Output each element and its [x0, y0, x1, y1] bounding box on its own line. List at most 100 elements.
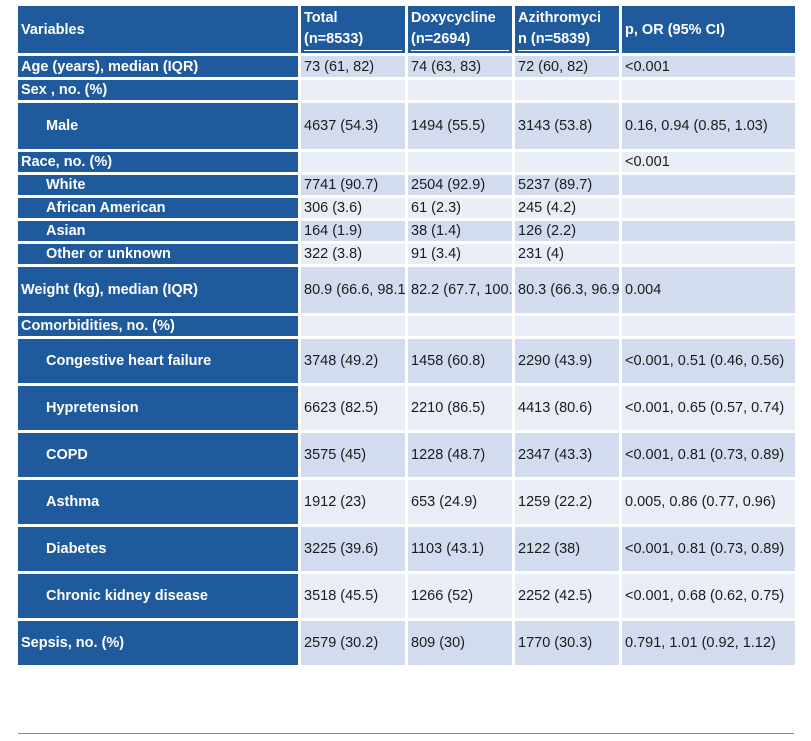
cell-azithromycin: 1259 (22.2): [515, 480, 619, 524]
table-row: Diabetes 3225 (39.6) 1103 (43.1) 2122 (3…: [18, 527, 795, 571]
header-azi-line1: Azithromyci: [518, 10, 601, 26]
table-row: Sepsis, no. (%) 2579 (30.2) 809 (30) 177…: [18, 621, 795, 665]
row-label: Weight (kg), median (IQR): [18, 267, 298, 313]
cell-total: 3748 (49.2): [301, 339, 405, 383]
cell-p-or: 0.005, 0.86 (0.77, 0.96): [622, 480, 795, 524]
table-row: Sex , no. (%): [18, 80, 795, 100]
row-label: Hypretension: [18, 386, 298, 430]
cell-azithromycin: 2290 (43.9): [515, 339, 619, 383]
cell-total: [301, 80, 405, 100]
table-row: Chronic kidney disease 3518 (45.5) 1266 …: [18, 574, 795, 618]
baseline-characteristics-table: Variables Total (n=8533) Doxycycline (n=…: [15, 3, 798, 668]
table-row: COPD 3575 (45) 1228 (48.7) 2347 (43.3) <…: [18, 433, 795, 477]
cell-doxycycline: 2504 (92.9): [408, 175, 512, 195]
cell-total: 322 (3.8): [301, 244, 405, 264]
cell-p-or: <0.001: [622, 56, 795, 77]
table-row: Congestive heart failure 3748 (49.2) 145…: [18, 339, 795, 383]
table-header-row: Variables Total (n=8533) Doxycycline (n=…: [18, 6, 795, 53]
header-azi-line2: n (n=5839): [518, 29, 616, 51]
cell-azithromycin: [515, 152, 619, 172]
row-label: Chronic kidney disease: [18, 574, 298, 618]
cell-p-or: 0.791, 1.01 (0.92, 1.12): [622, 621, 795, 665]
table-row: Male 4637 (54.3) 1494 (55.5) 3143 (53.8)…: [18, 103, 795, 149]
cell-doxycycline: 1494 (55.5): [408, 103, 512, 149]
cell-doxycycline: 1266 (52): [408, 574, 512, 618]
cell-azithromycin: 72 (60, 82): [515, 56, 619, 77]
header-total: Total (n=8533): [301, 6, 405, 53]
row-label: COPD: [18, 433, 298, 477]
cell-doxycycline: [408, 316, 512, 336]
cell-p-or: [622, 316, 795, 336]
cell-total: 1912 (23): [301, 480, 405, 524]
cell-azithromycin: 2122 (38): [515, 527, 619, 571]
cell-doxycycline: 61 (2.3): [408, 198, 512, 218]
cell-total: 4637 (54.3): [301, 103, 405, 149]
cell-total: 3575 (45): [301, 433, 405, 477]
cell-azithromycin: 2252 (42.5): [515, 574, 619, 618]
row-label: Comorbidities, no. (%): [18, 316, 298, 336]
cell-azithromycin: 3143 (53.8): [515, 103, 619, 149]
header-variables: Variables: [18, 6, 298, 53]
header-total-line1: Total: [304, 10, 338, 26]
cell-total: [301, 316, 405, 336]
header-doxy-line2: (n=2694): [411, 29, 509, 51]
row-label: Male: [18, 103, 298, 149]
cell-azithromycin: [515, 80, 619, 100]
cell-p-or: <0.001, 0.65 (0.57, 0.74): [622, 386, 795, 430]
row-label: African American: [18, 198, 298, 218]
cell-total: [301, 152, 405, 172]
cell-azithromycin: 4413 (80.6): [515, 386, 619, 430]
row-label: White: [18, 175, 298, 195]
table-row: Weight (kg), median (IQR) 80.9 (66.6, 98…: [18, 267, 795, 313]
cell-azithromycin: 231 (4): [515, 244, 619, 264]
table-row: African American 306 (3.6) 61 (2.3) 245 …: [18, 198, 795, 218]
cell-doxycycline: [408, 152, 512, 172]
table-row: Comorbidities, no. (%): [18, 316, 795, 336]
cell-azithromycin: 5237 (89.7): [515, 175, 619, 195]
cell-total: 306 (3.6): [301, 198, 405, 218]
table-row: Asthma 1912 (23) 653 (24.9) 1259 (22.2) …: [18, 480, 795, 524]
cell-total: 73 (61, 82): [301, 56, 405, 77]
cell-azithromycin: 2347 (43.3): [515, 433, 619, 477]
cell-total: 80.9 (66.6, 98.1): [301, 267, 405, 313]
row-label: Sex , no. (%): [18, 80, 298, 100]
cell-total: 7741 (90.7): [301, 175, 405, 195]
table-row: Age (years), median (IQR) 73 (61, 82) 74…: [18, 56, 795, 77]
cell-azithromycin: 1770 (30.3): [515, 621, 619, 665]
cell-p-or: [622, 175, 795, 195]
cell-p-or: <0.001, 0.51 (0.46, 0.56): [622, 339, 795, 383]
cell-p-or: <0.001, 0.68 (0.62, 0.75): [622, 574, 795, 618]
table-bottom-rule: [18, 733, 794, 734]
cell-azithromycin: 245 (4.2): [515, 198, 619, 218]
row-label: Asian: [18, 221, 298, 241]
header-p-or: p, OR (95% CI): [622, 6, 795, 53]
cell-doxycycline: 1458 (60.8): [408, 339, 512, 383]
table-row: White 7741 (90.7) 2504 (92.9) 5237 (89.7…: [18, 175, 795, 195]
cell-total: 3518 (45.5): [301, 574, 405, 618]
cell-p-or: [622, 198, 795, 218]
cell-doxycycline: 809 (30): [408, 621, 512, 665]
header-doxycycline: Doxycycline (n=2694): [408, 6, 512, 53]
cell-p-or: <0.001, 0.81 (0.73, 0.89): [622, 433, 795, 477]
table-row: Asian 164 (1.9) 38 (1.4) 126 (2.2): [18, 221, 795, 241]
cell-doxycycline: 38 (1.4): [408, 221, 512, 241]
cell-p-or: <0.001: [622, 152, 795, 172]
table-row: Hypretension 6623 (82.5) 2210 (86.5) 441…: [18, 386, 795, 430]
cell-p-or: 0.004: [622, 267, 795, 313]
row-label: Age (years), median (IQR): [18, 56, 298, 77]
table-row: Other or unknown 322 (3.8) 91 (3.4) 231 …: [18, 244, 795, 264]
cell-total: 164 (1.9): [301, 221, 405, 241]
cell-azithromycin: 80.3 (66.3, 96.9): [515, 267, 619, 313]
cell-total: 2579 (30.2): [301, 621, 405, 665]
cell-doxycycline: 2210 (86.5): [408, 386, 512, 430]
cell-p-or: <0.001, 0.81 (0.73, 0.89): [622, 527, 795, 571]
cell-total: 6623 (82.5): [301, 386, 405, 430]
cell-azithromycin: 126 (2.2): [515, 221, 619, 241]
header-doxy-line1: Doxycycline: [411, 10, 496, 26]
cell-doxycycline: 1103 (43.1): [408, 527, 512, 571]
cell-doxycycline: 653 (24.9): [408, 480, 512, 524]
row-label: Congestive heart failure: [18, 339, 298, 383]
header-total-line2: (n=8533): [304, 29, 402, 51]
cell-p-or: 0.16, 0.94 (0.85, 1.03): [622, 103, 795, 149]
cell-doxycycline: 74 (63, 83): [408, 56, 512, 77]
